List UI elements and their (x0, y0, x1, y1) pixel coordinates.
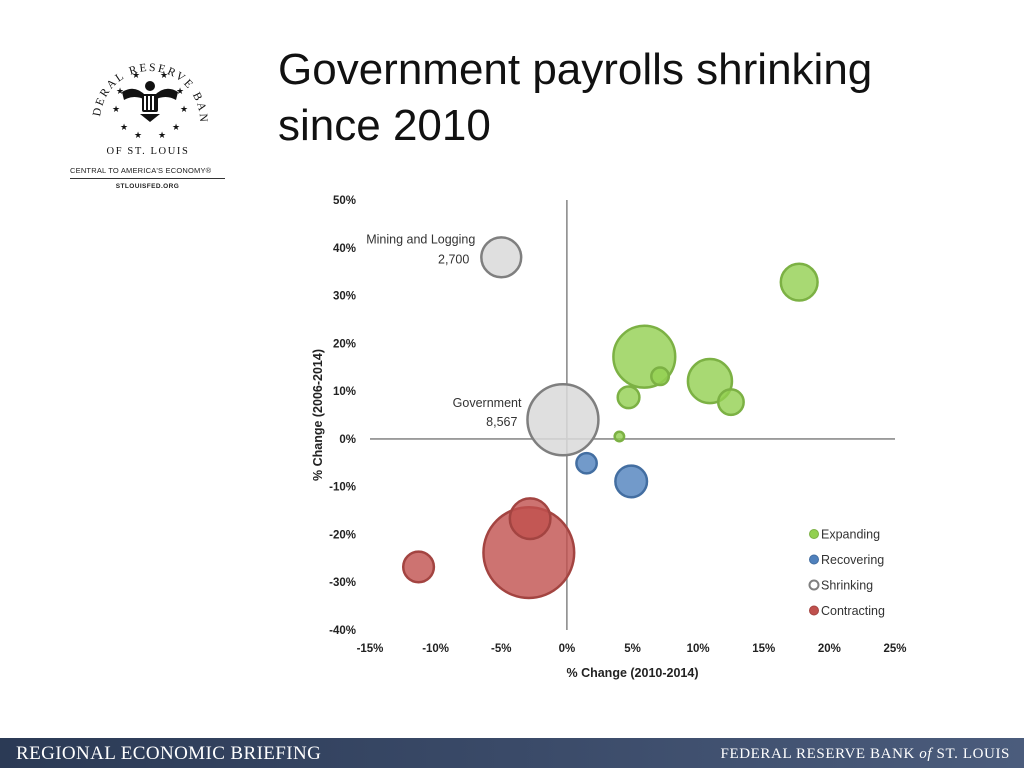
y-tick-label: -10% (329, 482, 356, 494)
x-tick-label: 0% (559, 643, 576, 655)
y-tick-label: -20% (329, 529, 356, 541)
footer-bank-name: FEDERAL RESERVE BANK of ST. LOUIS (721, 746, 1010, 763)
x-tick-label: 25% (883, 643, 906, 655)
footer-bank-name-of: of (919, 746, 933, 762)
x-axis-title: % Change (2010-2014) (566, 666, 698, 680)
y-axis-title: % Change (2006-2014) (311, 349, 325, 481)
eagle-icon (122, 81, 178, 122)
svg-text:★: ★ (132, 71, 140, 81)
bubble-contracting (401, 550, 436, 584)
bubble-expanding (779, 262, 819, 302)
x-tick-label: -10% (422, 643, 449, 655)
legend-label-expanding: Expanding (821, 528, 880, 542)
title-line-2: since 2010 (278, 101, 491, 150)
svg-text:★: ★ (116, 87, 124, 97)
bubble-expanding (716, 388, 745, 417)
svg-text:★: ★ (160, 71, 168, 81)
bubble-contracting (508, 497, 552, 541)
y-tick-label: 0% (339, 434, 356, 446)
page-title: Government payrolls shrinking since 2010 (278, 42, 978, 154)
fed-logo: FEDERAL RESERVE BANK OF ST. LOUIS ★★ ★★ … (60, 36, 207, 157)
x-tick-label: 20% (818, 643, 841, 655)
footer-bank-name-pre: FEDERAL RESERVE BANK (720, 746, 915, 762)
logo-tagline: CENTRAL TO AMERICA'S ECONOMY® (70, 166, 212, 175)
legend-label-contracting: Contracting (821, 604, 885, 618)
logo-bottom-text: OF ST. LOUIS (107, 146, 190, 157)
legend-marker-recovering (809, 554, 819, 565)
svg-text:★: ★ (158, 131, 166, 141)
x-tick-label: 10% (687, 643, 710, 655)
bubble-expanding (616, 385, 641, 410)
title-line-1: Government payrolls shrinking (278, 45, 873, 94)
annotation-label: Government (453, 396, 522, 410)
bubble-shrinking (526, 383, 600, 457)
bubble-recovering (614, 464, 649, 499)
svg-text:★: ★ (120, 123, 128, 133)
bubble-shrinking (480, 236, 523, 279)
annotation-value: 8,567 (486, 415, 517, 429)
y-tick-label: -30% (329, 577, 356, 589)
annotation-label: Mining and Logging (366, 232, 475, 246)
x-tick-label: 15% (752, 643, 775, 655)
footer-briefing-title: REGIONAL ECONOMIC BRIEFING (16, 743, 322, 764)
bubble-recovering (575, 451, 598, 475)
bubble-chart: -15% -10% -5% 0% 5% 10% 15% 20% 25% 50% 40% 30% 20% 1… (311, 195, 907, 680)
annotation-value: 2,700 (438, 252, 469, 266)
logo-divider (70, 178, 225, 179)
bubble-expanding (613, 430, 626, 443)
legend-marker-expanding (809, 529, 819, 539)
x-tick-label: -15% (357, 643, 384, 655)
y-tick-label: 50% (333, 195, 356, 207)
legend-marker-contracting (809, 605, 819, 616)
y-tick-label: -40% (329, 625, 356, 637)
bubble-expanding (650, 366, 671, 387)
logo-url: STLOUISFED.ORG (115, 183, 180, 190)
legend-marker-shrinking (808, 579, 820, 591)
y-tick-label: 30% (333, 291, 356, 303)
x-tick-label: -5% (491, 643, 511, 655)
footer-bar: REGIONAL ECONOMIC BRIEFING FEDERAL RESER… (0, 738, 1024, 768)
svg-text:★: ★ (112, 105, 120, 115)
bubble-expanding (686, 357, 734, 405)
svg-text:★: ★ (134, 131, 142, 141)
legend-label-shrinking: Shrinking (821, 579, 873, 593)
svg-text:★: ★ (180, 105, 188, 115)
legend-label-recovering: Recovering (821, 553, 884, 567)
svg-text:★: ★ (172, 123, 180, 133)
y-tick-label: 20% (333, 338, 356, 350)
y-tick-label: 10% (333, 386, 356, 398)
star-icons: ★ ★ ★ ★ ★ ★ ★ ★ ★ ★ (112, 71, 188, 141)
svg-text:★: ★ (176, 87, 184, 97)
x-tick-label: 5% (624, 643, 641, 655)
footer-bank-name-post: ST. LOUIS (936, 746, 1010, 762)
y-tick-label: 40% (333, 243, 356, 255)
